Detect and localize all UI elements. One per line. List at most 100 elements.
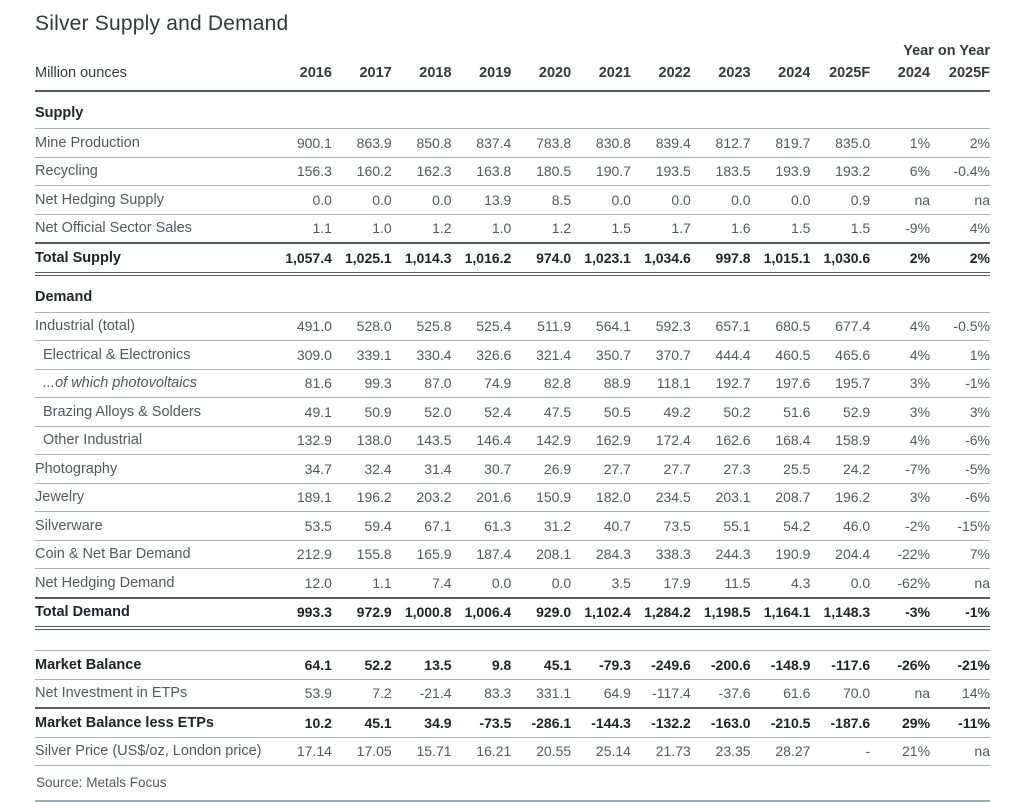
column-header-row: Million ounces 2016 2017 2018 2019 2020 2021 2…: [35, 61, 990, 92]
cell-yoy-value: -26%: [870, 650, 931, 680]
row-label: Recycling: [35, 157, 273, 186]
cell-value: 50.5: [571, 397, 631, 427]
cell-value: 11.5: [690, 568, 751, 598]
cell-value: 203.2: [391, 483, 452, 512]
cell-value: -148.9: [750, 650, 811, 680]
cell-value: 64.9: [571, 679, 631, 709]
cell-value: 83.3: [451, 679, 512, 709]
cell-yoy-value: 3%: [870, 369, 931, 398]
year-header: 2025F: [810, 61, 871, 92]
cell-value: 0.0: [571, 185, 631, 215]
cell-value: 1.1: [272, 214, 332, 244]
cell-value: 929.0: [511, 596, 572, 630]
cell-yoy-value: -21%: [930, 650, 990, 680]
cell-value: 52.9: [810, 397, 871, 427]
cell-yoy-value: 2%: [930, 128, 990, 158]
cell-value: 491.0: [272, 312, 332, 341]
cell-value: 212.9: [272, 540, 332, 569]
row-label: Net Hedging Supply: [35, 185, 273, 215]
cell-value: 1,148.3: [810, 596, 871, 630]
cell-value: 12.0: [272, 568, 332, 598]
table-row: Total Demand 993.3 972.9 1,000.8 1,006.4 929.…: [35, 596, 990, 630]
year-header: 2022: [630, 61, 691, 92]
cell-value: 370.7: [630, 340, 691, 370]
cell-value: 1,057.4: [272, 242, 332, 276]
silver-supply-demand-table: Year on Year Million ounces 2016 2017 2018…: [35, 37, 990, 766]
year-header: 2016: [272, 61, 332, 92]
cell-value: 1,014.3: [391, 242, 452, 276]
cell-value: 525.4: [451, 312, 512, 341]
cell-value: 146.4: [451, 426, 512, 455]
row-label: Silver Price (US$/oz, London price): [35, 737, 273, 766]
cell-value: 150.9: [511, 483, 572, 512]
cell-value: 52.0: [391, 397, 452, 427]
cell-value: 1,023.1: [571, 242, 631, 276]
cell-yoy-value: 7%: [930, 540, 990, 569]
cell-value: 17.05: [331, 737, 392, 766]
table-row: Other Industrial 132.9 138.0 143.5 146.4 142.…: [35, 426, 990, 455]
cell-value: -117.4: [630, 679, 691, 709]
cell-value: 21.73: [630, 737, 691, 766]
cell-yoy-value: na: [870, 679, 931, 709]
cell-yoy-value: -6%: [930, 483, 990, 512]
cell-value: 99.3: [331, 369, 392, 398]
cell-value: 61.6: [750, 679, 811, 709]
row-label: Electrical & Electronics: [35, 340, 273, 370]
cell-value: 997.8: [690, 242, 751, 276]
cell-value: 1.5: [810, 214, 871, 244]
yoy-spacer: [35, 37, 870, 61]
cell-value: 1,034.6: [630, 242, 691, 276]
cell-yoy-value: -1%: [930, 369, 990, 398]
cell-yoy-value: 3%: [870, 483, 931, 512]
section-header: Supply: [35, 91, 990, 129]
cell-value: 40.7: [571, 511, 631, 541]
cell-value: 1.2: [511, 214, 572, 244]
section-header: Demand: [35, 273, 990, 313]
table-row: Net Hedging Demand 12.0 1.1 7.4 0.0 0.0 3.5 17.…: [35, 568, 990, 598]
cell-value: 657.1: [690, 312, 751, 341]
cell-value: 30.7: [451, 454, 512, 484]
section-gap: [35, 628, 990, 651]
cell-value: 830.8: [571, 128, 631, 158]
cell-value: 338.3: [630, 540, 691, 569]
cell-value: 195.7: [810, 369, 871, 398]
year-on-year-label: Year on Year: [903, 43, 990, 59]
cell-value: 25.5: [750, 454, 811, 484]
year-header: 2024: [750, 61, 811, 92]
table-row: Brazing Alloys & Solders 49.1 50.9 52.0 52.4…: [35, 397, 990, 427]
cell-value: 1,000.8: [391, 596, 452, 630]
cell-value: 81.6: [272, 369, 332, 398]
cell-value: 0.0: [331, 185, 392, 215]
cell-value: 193.9: [750, 157, 811, 186]
cell-yoy-value: -9%: [870, 214, 931, 244]
yoy-year-header: 2025F: [930, 61, 990, 92]
cell-value: 162.3: [391, 157, 452, 186]
cell-value: 0.0: [690, 185, 751, 215]
cell-value: 1.2: [391, 214, 452, 244]
row-label: Other Industrial: [35, 426, 273, 455]
cell-value: 87.0: [391, 369, 452, 398]
cell-value: 27.3: [690, 454, 751, 484]
cell-value: 0.0: [511, 568, 572, 598]
cell-value: 73.5: [630, 511, 691, 541]
cell-yoy-value: -3%: [870, 596, 931, 630]
row-label: Net Investment in ETPs: [35, 679, 273, 709]
cell-value: 54.2: [750, 511, 811, 541]
row-label: Industrial (total): [35, 312, 273, 341]
cell-value: 23.35: [690, 737, 751, 766]
row-label: Net Hedging Demand: [35, 568, 273, 598]
cell-yoy-value: -22%: [870, 540, 931, 569]
cell-yoy-value: 4%: [870, 340, 931, 370]
row-label: Market Balance: [35, 650, 273, 680]
cell-value: 132.9: [272, 426, 332, 455]
cell-value: -163.0: [690, 707, 751, 738]
table-row: Photography 34.7 32.4 31.4 30.7 26.9 27.7 27.7 2…: [35, 454, 990, 484]
cell-value: 3.5: [571, 568, 631, 598]
cell-value: 204.4: [810, 540, 871, 569]
cell-value: 53.9: [272, 679, 332, 709]
row-label: Market Balance less ETPs: [35, 707, 273, 738]
cell-value: 7.4: [391, 568, 452, 598]
cell-yoy-value: 4%: [870, 426, 931, 455]
table-row: Silver Price (US$/oz, London price) 17.14…: [35, 737, 990, 766]
cell-value: -200.6: [690, 650, 751, 680]
